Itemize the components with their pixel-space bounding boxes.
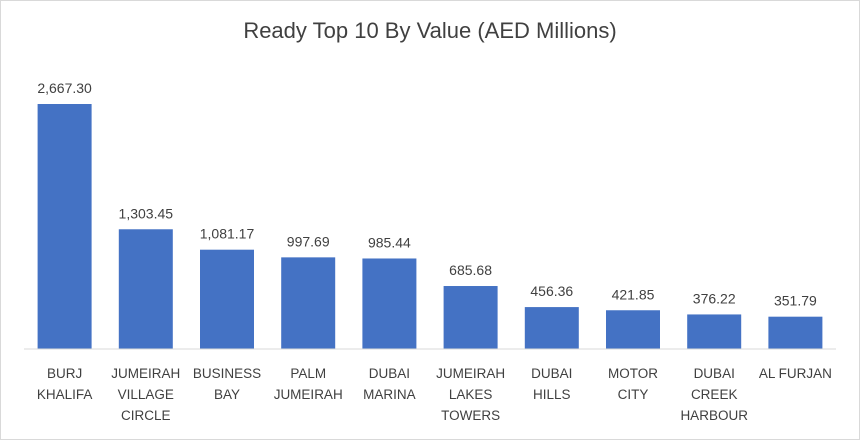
category-label-line: CIRCLE [121,408,171,423]
bar-8 [687,314,742,349]
category-label-5: JUMEIRAH LAKES TOWERS [436,366,505,423]
bar-9 [768,316,823,349]
data-label-5: 685.68 [449,262,492,278]
category-label-8: DUBAI CREEK HARBOUR [680,366,748,423]
category-label-line: DUBAI [694,366,735,381]
category-label-1: JUMEIRAH VILLAGE CIRCLE [111,366,180,423]
category-label-7: MOTOR CITY [608,366,658,402]
category-label-4: DUBAI MARINA [363,366,416,402]
data-label-1: 1,303.45 [119,205,174,221]
data-label-3: 997.69 [287,233,330,249]
category-label-line: JUMEIRAH [111,366,180,381]
category-label-line: MOTOR [608,366,658,381]
category-label-line: BURJ [47,366,82,381]
bar-6 [524,307,579,349]
category-label-line: CITY [618,387,649,402]
category-label-line: DUBAI [531,366,572,381]
category-label-line: LAKES [449,387,493,402]
bar-3 [281,257,336,349]
data-label-4: 985.44 [368,234,411,250]
chart-title: Ready Top 10 By Value (AED Millions) [243,18,617,43]
category-label-line: AL FURJAN [759,366,832,381]
category-label-line: HILLS [533,387,571,402]
data-label-7: 421.85 [612,286,655,302]
category-label-3: PALM JUMEIRAH [274,366,343,402]
category-label-line: JUMEIRAH [436,366,505,381]
bar-4 [362,258,417,349]
category-label-9: AL FURJAN [759,366,832,381]
bar-2 [200,249,254,349]
category-label-line: JUMEIRAH [274,387,343,402]
category-label-2: BUSINESS BAY [193,366,261,402]
bar-5 [443,286,498,349]
data-label-2: 1,081.17 [200,226,255,242]
category-label-line: KHALIFA [37,387,93,402]
category-label-line: MARINA [363,387,416,402]
data-label-6: 456.36 [530,283,573,299]
category-label-line: TOWERS [441,408,500,423]
category-label-line: BAY [214,387,240,402]
category-label-6: DUBAI HILLS [531,366,572,402]
data-label-8: 376.22 [693,290,736,306]
category-label-line: CREEK [691,387,738,402]
category-label-line: HARBOUR [680,408,748,423]
data-label-9: 351.79 [774,293,817,309]
category-label-line: DUBAI [369,366,410,381]
bar-1 [118,229,173,349]
category-label-line: PALM [290,366,326,381]
bar-7 [606,310,660,349]
category-label-line: VILLAGE [118,387,174,402]
category-label-0: BURJ KHALIFA [37,366,93,402]
category-label-line: BUSINESS [193,366,261,381]
data-label-0: 2,667.30 [37,80,92,96]
bar-0 [37,104,92,349]
